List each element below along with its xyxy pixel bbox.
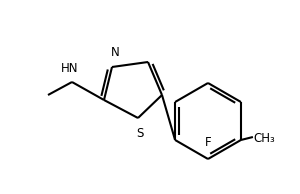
Text: S: S: [136, 127, 144, 140]
Text: CH₃: CH₃: [253, 132, 275, 145]
Text: N: N: [111, 46, 119, 59]
Text: F: F: [205, 136, 211, 149]
Text: HN: HN: [61, 62, 79, 75]
